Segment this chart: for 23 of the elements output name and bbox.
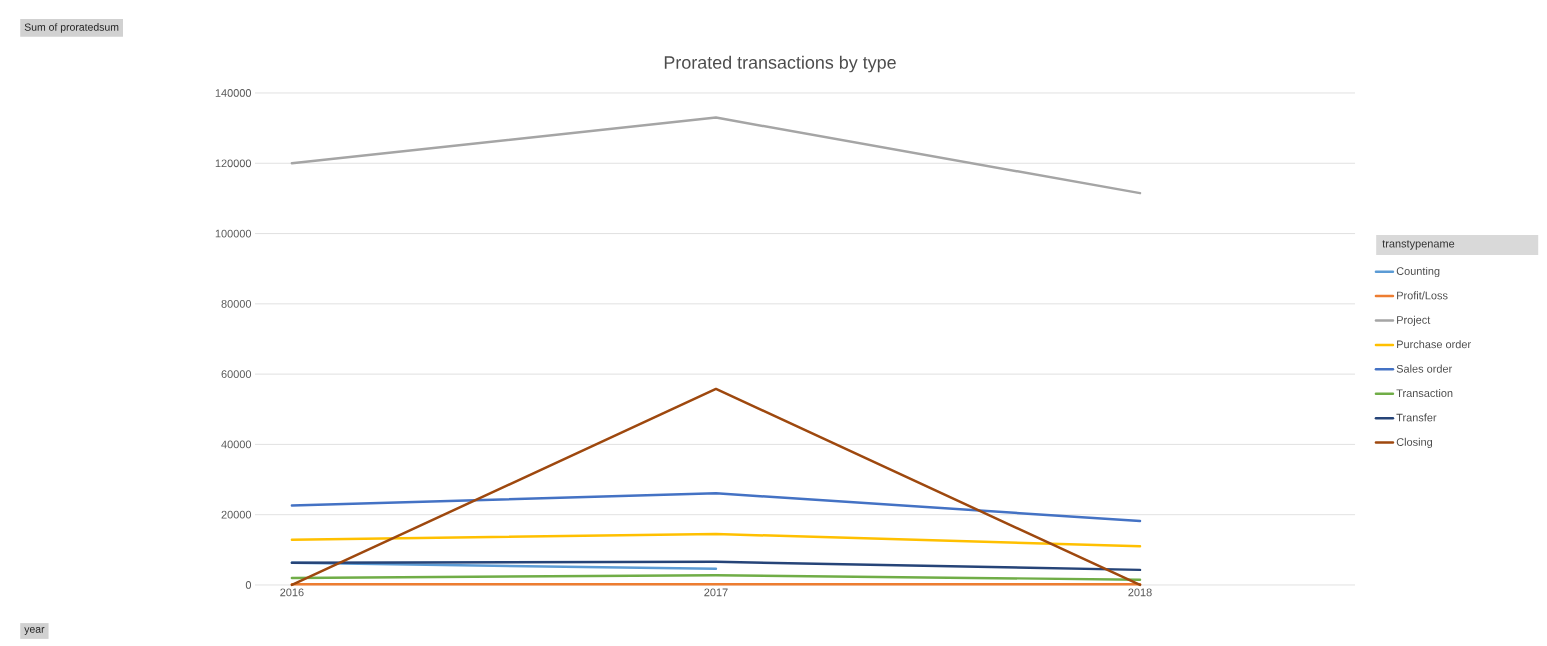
text: year — [24, 627, 45, 635]
legend-title: transtypename — [1382, 240, 1455, 250]
y-tick-label: 0 — [245, 581, 252, 589]
legend-label: Counting — [1396, 266, 1440, 278]
legend-label: Transfer — [1396, 413, 1437, 422]
legend-label: Sales order — [1396, 364, 1453, 373]
y-tick-label: 140000 — [215, 89, 252, 97]
y-tick-label: 100000 — [215, 229, 252, 238]
legend-label: Closing — [1396, 437, 1433, 449]
y-tick-label: 20000 — [221, 510, 252, 519]
legend-label: Profit/Loss — [1397, 291, 1448, 300]
x-tick-label: 2018 — [1128, 588, 1152, 597]
y-tick-label: 60000 — [221, 370, 252, 379]
x-tick-label: 2016 — [280, 588, 304, 597]
legend-label: Purchase order — [1397, 340, 1471, 349]
y-tick-label: 120000 — [215, 159, 252, 168]
text: Sum of proratedsum — [24, 23, 119, 33]
legend-label: Project — [1397, 315, 1431, 326]
y-tick-label: 40000 — [221, 440, 252, 449]
x-tick-label: 2017 — [704, 588, 728, 597]
legend-label: Transaction — [1396, 389, 1453, 398]
chart-title: Prorated transactions by type — [664, 55, 896, 73]
y-tick-label: 80000 — [221, 299, 252, 308]
